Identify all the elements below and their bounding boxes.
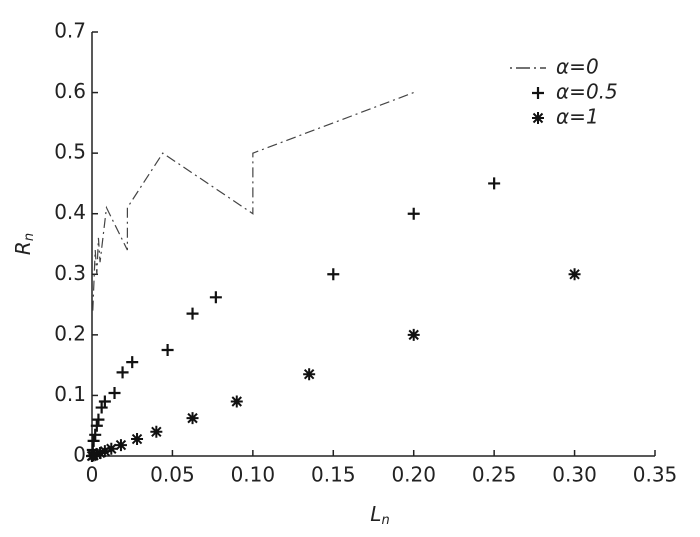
legend-label: α=1 [556,105,599,129]
plus-marker [90,419,103,432]
x-tick-label: 0.15 [311,463,356,487]
asterisk-marker [94,446,107,459]
asterisk-marker [105,442,118,455]
plus-marker [209,291,222,304]
asterisk-marker [90,448,103,461]
y-tick-label: 0.7 [54,19,86,43]
asterisk-marker [114,439,127,452]
plus-marker [95,401,108,414]
asterisk-marker [303,368,316,381]
plus-marker [161,344,174,356]
y-tick-label: 0.5 [54,140,86,164]
y-tick-label: 0.1 [54,382,86,406]
y-axis-label: Rn [11,233,37,255]
x-tick-label: 0.10 [231,463,276,487]
asterisk-marker [186,412,199,425]
y-tick-label: 0.3 [54,261,86,285]
legend-label: α=0 [556,55,599,79]
plus-marker [186,307,199,320]
asterisk-marker [150,425,163,438]
legend-swatch [532,87,544,99]
plus-marker [488,177,501,190]
x-axis-label: Ln [370,502,389,528]
plus-marker [327,268,340,281]
x-tick-label: 0 [86,463,99,487]
x-tick-label: 0.20 [391,463,436,487]
asterisk-marker [407,328,420,341]
asterisk-marker [86,450,98,462]
asterisk-marker [568,268,581,281]
plus-marker [98,395,111,408]
series-line [92,92,414,311]
x-tick-label: 0.30 [552,463,597,487]
y-tick-label: 0.2 [54,321,86,345]
y-tick-label: 0.6 [54,79,86,103]
y-tick-label: 0.4 [54,200,86,224]
plus-marker [89,428,102,441]
plus-marker [108,387,121,400]
legend-label: α=0.5 [556,80,618,104]
x-tick-label: 0.05 [150,463,195,487]
legend-swatch [532,112,544,124]
y-tick-label: 0 [73,443,86,467]
x-tick-label: 0.35 [633,463,678,487]
plus-marker [92,413,105,426]
x-tick-label: 0.25 [472,463,517,487]
plus-marker [126,356,139,369]
asterisk-marker [131,433,144,446]
plus-marker [407,207,420,220]
asterisk-marker [230,395,243,408]
plus-marker [116,366,129,379]
asterisk-marker [98,445,111,458]
